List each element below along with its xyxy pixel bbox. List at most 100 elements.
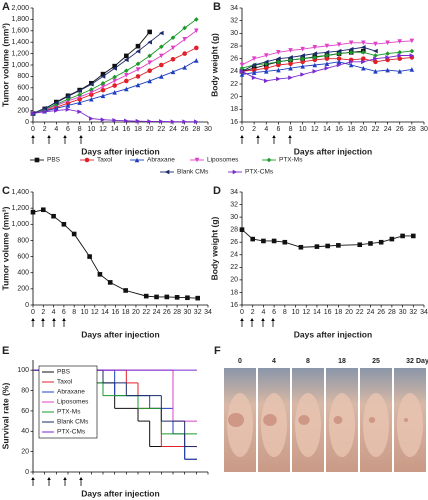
y-tick-label: 18 (230, 289, 238, 296)
y-tick-label: 1,400 (11, 39, 29, 46)
legend-text: Abraxane (147, 157, 175, 164)
data-point (361, 65, 366, 71)
y-tick-label: 1,200 (11, 50, 29, 57)
y-tick-label: 22 (230, 264, 238, 271)
x-tick-label: 22 (142, 309, 150, 316)
mouse-body (295, 393, 321, 457)
injection-arrow-head (271, 318, 275, 321)
tumor (333, 416, 343, 424)
data-point (154, 294, 159, 300)
legend-marker (134, 157, 140, 163)
x-tick-label: 0 (240, 126, 244, 133)
injection-arrow-head (47, 135, 51, 138)
data-point (147, 39, 152, 45)
x-tick-label: 28 (408, 126, 416, 133)
tumor (404, 418, 408, 422)
legend-marker (84, 157, 90, 163)
survival-end (195, 420, 197, 422)
data-point (147, 78, 152, 84)
y-tick-label: 30 (230, 214, 238, 221)
data-point (261, 238, 266, 244)
x-tick-label: 26 (163, 309, 171, 316)
x-tick-label: 18 (122, 309, 130, 316)
y-tick-label: 24 (230, 68, 238, 75)
y-tick-label: 100 (17, 367, 29, 374)
x-tick-label: 16 (335, 126, 343, 133)
x-tick-label: 30 (399, 309, 407, 316)
x-tick-label: 24 (153, 309, 161, 316)
data-point (100, 93, 106, 99)
x-tick-label: 26 (396, 126, 404, 133)
x-tick-label: 16 (324, 309, 332, 316)
data-point (361, 56, 366, 61)
x-tick-label: 34 (204, 309, 212, 316)
x-tick-label: 8 (78, 126, 82, 133)
data-point (87, 254, 92, 259)
x-tick-label: 18 (134, 126, 142, 133)
data-point (159, 44, 164, 50)
y-tick-label: 26 (230, 56, 238, 63)
y-tick-label: 0 (25, 302, 29, 309)
data-point (263, 65, 269, 71)
x-axis-label: Days after injection (81, 488, 159, 498)
x-tick-label: 24 (169, 126, 177, 133)
data-point (336, 62, 342, 68)
legend-text: PTX-Ms (57, 409, 81, 416)
data-point (239, 72, 245, 77)
data-point (276, 56, 281, 61)
x-tick-label: 4 (264, 126, 268, 133)
data-point (112, 90, 117, 95)
data-point (124, 57, 129, 63)
data-point (112, 78, 117, 84)
data-point (263, 69, 269, 74)
x-tick-label: 14 (111, 126, 119, 133)
y-axis-label: Body weight (g) (209, 216, 219, 280)
data-point (312, 62, 318, 68)
photo-caption: 0 (238, 358, 242, 365)
data-point (182, 25, 187, 31)
x-tick-label: 12 (99, 126, 107, 133)
x-tick-label: 18 (334, 309, 342, 316)
data-point (170, 45, 176, 51)
injection-arrow-head (250, 318, 254, 321)
data-point (348, 62, 354, 68)
data-point (361, 50, 366, 55)
data-point (368, 241, 373, 246)
data-point (389, 236, 395, 242)
data-point (397, 39, 403, 44)
data-point (100, 80, 106, 86)
data-point (251, 70, 257, 75)
data-point (159, 53, 164, 59)
photo-caption: 18 (338, 358, 346, 365)
injection-arrow-head (63, 135, 67, 138)
data-point (77, 92, 82, 97)
data-point (170, 35, 176, 40)
x-tick-label: 12 (302, 309, 310, 316)
data-point (324, 50, 330, 55)
x-axis-label: Days after injection (81, 329, 159, 339)
data-point (89, 82, 94, 87)
x-tick-label: 10 (299, 126, 307, 133)
survival-end (195, 445, 197, 448)
data-point (112, 83, 117, 88)
data-point (135, 61, 141, 67)
x-tick-label: 6 (272, 309, 276, 316)
photo-caption: 8 (306, 358, 310, 365)
y-tick-label: 28 (230, 227, 238, 234)
panel-label: B (213, 1, 221, 13)
data-point (147, 119, 152, 124)
x-tick-label: 18 (347, 126, 355, 133)
data-point (123, 288, 128, 293)
y-tick-label: 60 (21, 408, 29, 415)
x-tick-label: 10 (81, 309, 89, 316)
data-point (194, 45, 199, 51)
data-point (336, 59, 342, 65)
data-point (182, 64, 187, 70)
data-point (100, 74, 106, 79)
data-point (185, 295, 190, 301)
data-point (385, 40, 390, 46)
survival-end (195, 369, 197, 371)
data-point (159, 62, 164, 68)
data-point (300, 46, 305, 52)
data-point (298, 244, 304, 250)
